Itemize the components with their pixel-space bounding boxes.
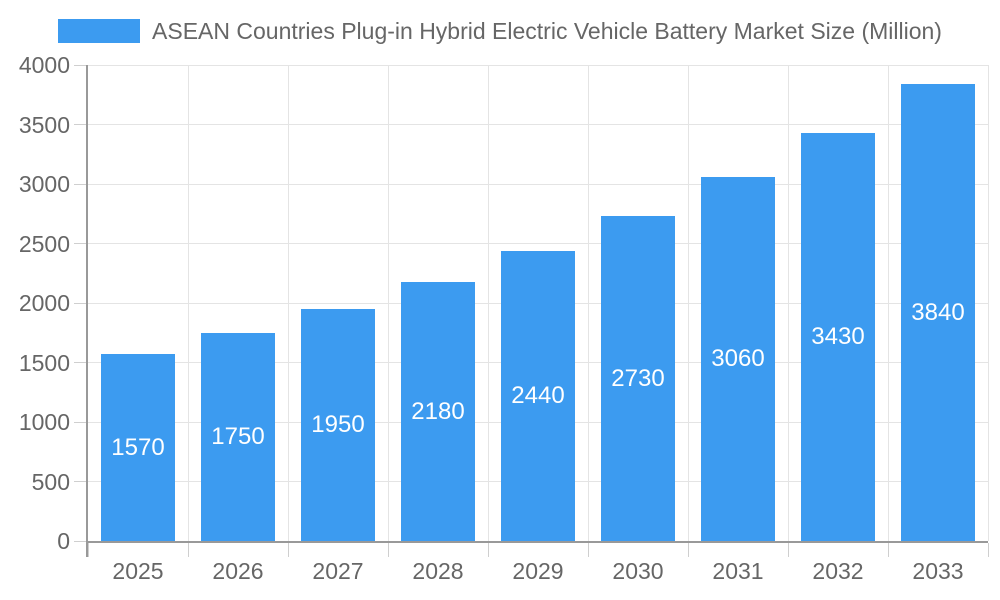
x-tick-label: 2026 xyxy=(212,558,264,584)
x-tick-label: 2025 xyxy=(112,558,164,584)
x-tick xyxy=(87,543,89,557)
bar xyxy=(701,177,775,541)
bar-value-label: 2180 xyxy=(411,397,465,425)
bar-value-label: 2440 xyxy=(511,382,565,409)
x-tick xyxy=(787,543,789,557)
x-gridline xyxy=(787,65,789,541)
y-gridline xyxy=(88,243,988,244)
y-tick-label: 3500 xyxy=(18,111,70,138)
y-gridline xyxy=(88,64,988,66)
x-gridline xyxy=(987,65,989,541)
x-tick-label: 2033 xyxy=(912,558,964,584)
x-gridline xyxy=(687,65,689,541)
x-tick xyxy=(687,543,689,557)
bar xyxy=(401,282,475,541)
y-tick xyxy=(74,243,88,244)
y-tick-label: 4000 xyxy=(18,52,70,78)
bar-value-label: 1570 xyxy=(111,433,165,461)
x-tick-label: 2032 xyxy=(812,558,864,584)
y-gridline xyxy=(88,183,988,185)
bar-value-label: 3060 xyxy=(711,345,765,372)
bar xyxy=(901,84,975,541)
x-tick xyxy=(487,543,489,557)
bar xyxy=(201,333,275,541)
y-tick xyxy=(74,302,88,304)
y-tick-label: 1500 xyxy=(18,349,70,376)
y-tick-label: 500 xyxy=(31,468,70,495)
bar xyxy=(301,309,375,541)
x-gridline xyxy=(187,65,189,541)
bar-value-label: 1750 xyxy=(211,423,265,450)
legend-swatch-icon xyxy=(58,19,141,43)
x-gridline xyxy=(387,65,389,541)
bar-value-label: 3840 xyxy=(911,298,965,326)
y-tick xyxy=(74,540,88,542)
y-tick xyxy=(74,481,88,482)
x-tick-label: 2031 xyxy=(712,558,764,584)
x-axis-line xyxy=(86,541,988,543)
x-gridline xyxy=(887,65,889,541)
x-tick xyxy=(987,543,989,557)
legend-label: ASEAN Countries Plug-in Hybrid Electric … xyxy=(152,17,942,44)
y-axis-line xyxy=(86,65,88,557)
y-gridline xyxy=(88,124,988,125)
x-tick-label: 2027 xyxy=(312,558,364,584)
x-tick-label: 2030 xyxy=(612,558,664,584)
bar xyxy=(601,216,675,541)
x-tick xyxy=(387,543,389,557)
x-tick xyxy=(887,543,889,557)
y-tick-label: 2500 xyxy=(18,230,70,257)
x-tick-label: 2029 xyxy=(512,558,564,584)
y-tick xyxy=(74,64,88,66)
x-tick xyxy=(287,543,289,557)
y-tick-label: 3000 xyxy=(18,171,70,197)
x-gridline xyxy=(287,65,289,541)
y-tick xyxy=(74,183,88,185)
bar xyxy=(101,354,175,541)
x-gridline xyxy=(487,65,489,541)
bar xyxy=(801,133,875,541)
bar-value-label: 3430 xyxy=(811,323,865,350)
x-tick xyxy=(187,543,189,557)
y-tick xyxy=(74,421,88,423)
y-tick xyxy=(74,362,88,363)
x-tick-label: 2028 xyxy=(412,558,464,584)
y-tick-label: 0 xyxy=(57,528,70,554)
y-tick-label: 2000 xyxy=(18,290,70,316)
bar-value-label: 1950 xyxy=(311,411,365,438)
y-tick-label: 1000 xyxy=(18,409,70,435)
chart-legend[interactable]: ASEAN Countries Plug-in Hybrid Electric … xyxy=(0,16,1000,46)
x-tick xyxy=(587,543,589,557)
bar xyxy=(501,251,575,541)
bar-value-label: 2730 xyxy=(611,364,665,392)
x-gridline xyxy=(587,65,589,541)
y-tick xyxy=(74,124,88,125)
